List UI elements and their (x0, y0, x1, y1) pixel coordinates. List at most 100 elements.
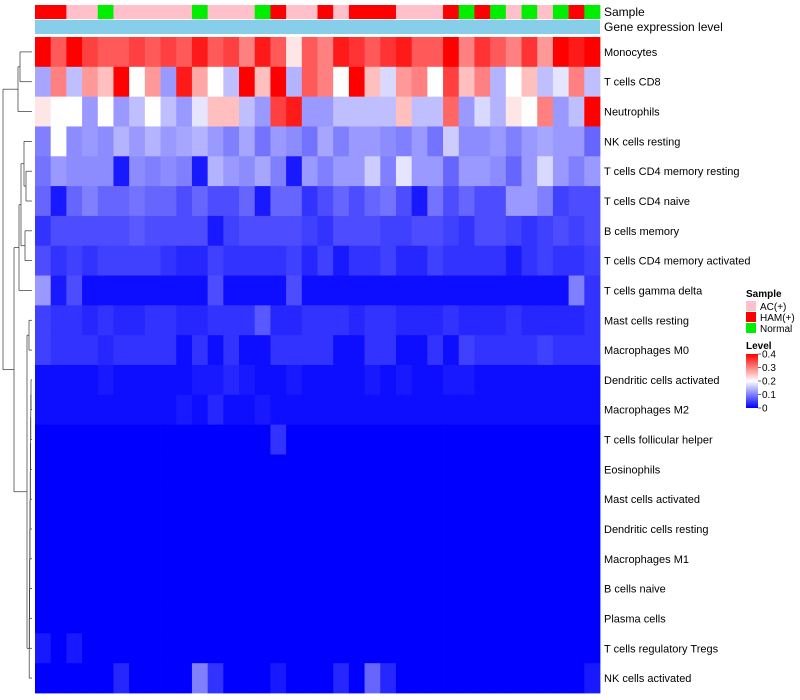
heatmap-cell (348, 365, 365, 396)
heatmap-cell (191, 394, 209, 426)
heatmap-cell (474, 126, 491, 157)
heatmap-cell (333, 96, 350, 127)
heatmap-cell (537, 633, 554, 664)
heatmap-cell (35, 37, 52, 68)
heatmap-cell (317, 543, 334, 575)
heatmap-cell (364, 633, 381, 664)
heatmap-cell (364, 454, 381, 485)
heatmap-cell (129, 335, 146, 366)
heatmap-cell (160, 186, 177, 217)
legend-sample-label: Normal (760, 324, 792, 335)
heatmap-cell (317, 215, 334, 247)
heatmap-cell (568, 335, 585, 366)
heatmap-cell (129, 424, 146, 455)
heatmap-cell (176, 424, 193, 455)
heatmap-cell (113, 126, 130, 157)
heatmap-cell (97, 275, 114, 306)
heatmap-cell (301, 543, 318, 575)
heatmap-cell (333, 37, 350, 68)
heatmap-cell (191, 126, 209, 157)
heatmap-cell (286, 275, 303, 306)
heatmap-cell (223, 573, 240, 604)
heatmap-cell (113, 633, 130, 664)
heatmap-cell (427, 305, 444, 336)
heatmap-cell (584, 543, 601, 575)
heatmap-cell (191, 573, 209, 604)
heatmap-cell (50, 454, 67, 485)
heatmap-cell (411, 663, 428, 694)
heatmap-cell (411, 633, 428, 664)
heatmap-cell (458, 454, 475, 485)
heatmap-cell (82, 365, 99, 396)
heatmap-cell (552, 543, 570, 575)
sample-annotation-cell (317, 5, 334, 19)
heatmap-cell (239, 633, 256, 664)
heatmap-cell (568, 424, 585, 455)
heatmap-cell (66, 663, 83, 694)
heatmap-cell (82, 573, 99, 604)
heatmap-cell (254, 66, 271, 98)
heatmap-cell (521, 156, 538, 187)
heatmap-cell (82, 37, 99, 68)
heatmap-cell (411, 335, 428, 366)
heatmap-cell (568, 543, 585, 575)
heatmap-cell (552, 156, 570, 187)
heatmap-cell (348, 37, 365, 68)
heatmap-cell (458, 365, 475, 396)
heatmap-cell (395, 514, 413, 545)
heatmap-cell (348, 126, 365, 157)
heatmap-cell (239, 454, 256, 485)
heatmap-cell (364, 514, 381, 545)
heatmap-cell (348, 335, 365, 366)
heatmap-cell (427, 514, 444, 545)
heatmap-cell (458, 245, 475, 276)
heatmap-cell (364, 96, 381, 127)
heatmap-cell (82, 424, 99, 455)
heatmap-cell (364, 335, 381, 366)
heatmap-cell (317, 37, 334, 68)
heatmap-cell (113, 37, 130, 68)
heatmap-cell (521, 96, 538, 127)
heatmap-cell (144, 633, 161, 664)
heatmap-cell (223, 514, 240, 545)
heatmap-cell (395, 186, 413, 217)
heatmap-cell (395, 543, 413, 575)
heatmap-cell (584, 245, 601, 276)
heatmap-cell (364, 394, 381, 426)
heatmap-cell (505, 663, 522, 694)
heatmap-cell (35, 335, 52, 366)
heatmap-cell (97, 365, 114, 396)
heatmap-cell (333, 126, 350, 157)
heatmap-cell (286, 603, 303, 634)
heatmap-cell (490, 275, 507, 306)
heatmap-cell (364, 215, 381, 247)
heatmap-cell (474, 603, 491, 634)
heatmap-cell (35, 305, 52, 336)
heatmap-cell (505, 394, 522, 426)
row-label: Macrophages M0 (604, 345, 689, 357)
heatmap-cell (207, 156, 224, 187)
heatmap-cell (348, 186, 365, 217)
heatmap-cell (254, 573, 271, 604)
heatmap-cell (254, 126, 271, 157)
heatmap-cell (301, 215, 318, 247)
heatmap-cell (364, 245, 381, 276)
heatmap-cell (50, 514, 67, 545)
heatmap-cell (490, 66, 507, 98)
heatmap-cell (66, 424, 83, 455)
heatmap-cell (191, 245, 209, 276)
heatmap-cell (254, 454, 271, 485)
sample-annotation-cell (176, 5, 193, 19)
legend-level-tick-label: 0.3 (762, 363, 776, 374)
heatmap-cell (82, 454, 99, 485)
heatmap-cell (113, 215, 130, 247)
heatmap-cell (584, 663, 601, 694)
heatmap-cell (395, 424, 413, 455)
heatmap-cell (537, 156, 554, 187)
heatmap-cell (301, 633, 318, 664)
heatmap-cell (129, 186, 146, 217)
sample-annotation-label: Sample (604, 5, 645, 19)
heatmap-cell (537, 424, 554, 455)
heatmap-cell (364, 424, 381, 455)
sample-annotation-cell (66, 5, 83, 19)
